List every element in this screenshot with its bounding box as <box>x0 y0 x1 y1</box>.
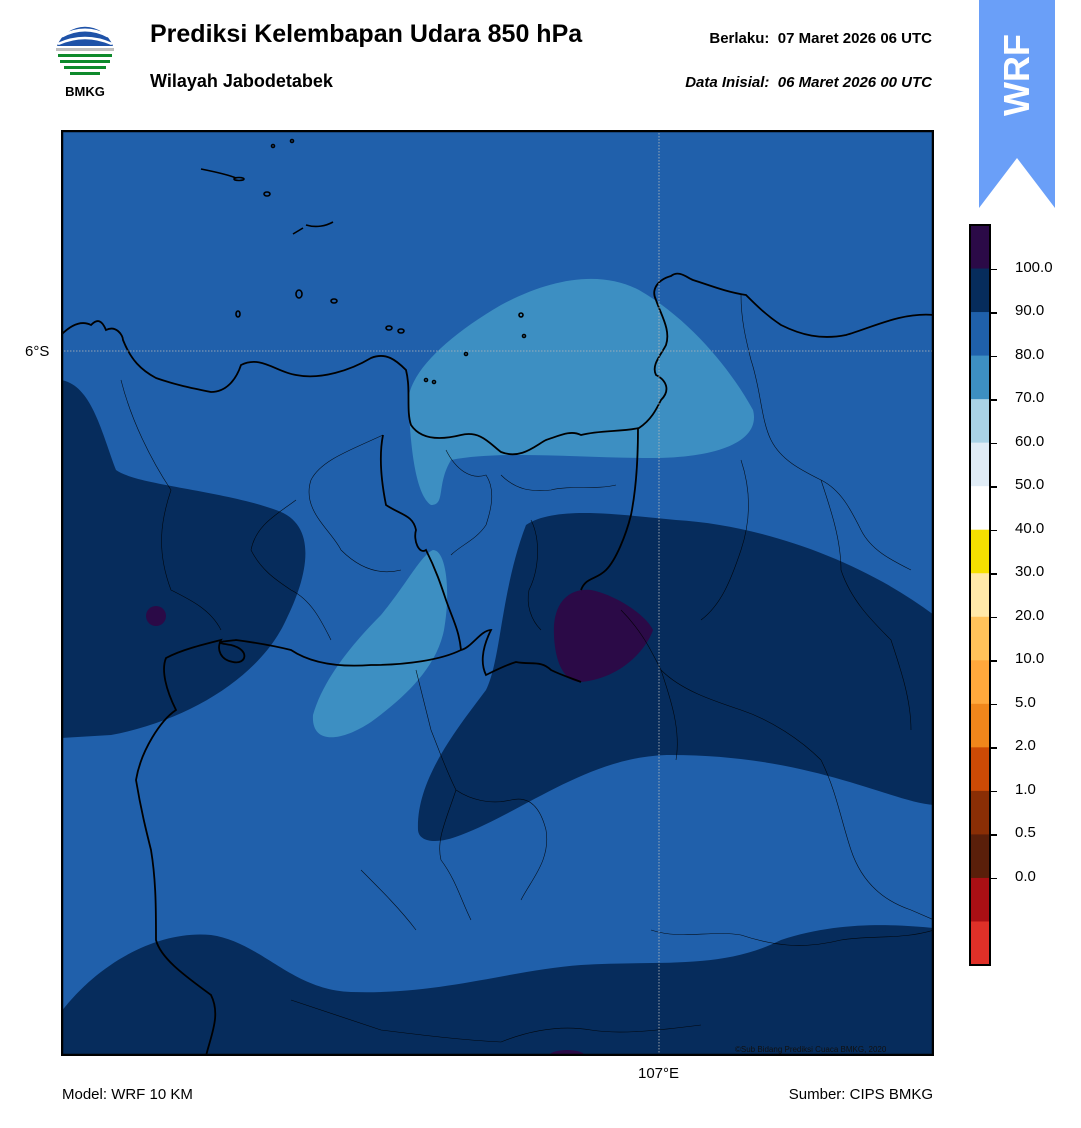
colorbar-segment <box>970 573 990 618</box>
valid-value: 07 Maret 2026 06 UTC <box>777 30 932 47</box>
contour-90-100-south <box>61 925 934 1056</box>
colorbar-tick-label: 80.0 <box>1015 345 1045 363</box>
province-border-east <box>580 427 639 591</box>
colorbar-tick-mark <box>991 355 997 358</box>
contour-90-100-west <box>61 380 306 738</box>
colorbar-tick-label: 1.0 <box>1015 780 1036 798</box>
colorbar-tick-mark <box>991 616 997 619</box>
colorbar-tick-label: 70.0 <box>1015 389 1045 407</box>
colorbar-segment <box>970 877 990 922</box>
init-label: Data Inisial: <box>685 74 770 91</box>
colorbar-segment <box>970 834 990 879</box>
coastline <box>61 272 934 456</box>
colorbar-tick-mark <box>991 399 997 401</box>
bmkg-logo: BMKG <box>52 20 118 102</box>
colorbar-tick-mark <box>991 703 997 706</box>
colorbar-tick-label: 90.0 <box>1015 302 1045 320</box>
province-border-banten <box>379 434 582 683</box>
colorbar-tick-label: 10.0 <box>1015 650 1045 668</box>
colorbar <box>969 224 991 966</box>
logo-text: BMKG <box>65 84 105 99</box>
colorbar-tick-mark <box>991 486 997 488</box>
colorbar-tick-label: 50.0 <box>1015 476 1045 494</box>
province-border-south <box>135 638 462 1056</box>
colorbar-tick-mark <box>991 312 997 314</box>
colorbar-tick-mark <box>991 877 997 880</box>
thousand-islands <box>200 138 527 385</box>
colorbar-tick-mark <box>991 529 997 532</box>
colorbar-segment <box>970 225 990 270</box>
colorbar-segment <box>970 747 990 792</box>
model-info: Model: WRF 10 KM <box>62 1086 193 1103</box>
contour-above-100-west <box>146 606 166 626</box>
colorbar-tick-label: 0.5 <box>1015 824 1036 842</box>
lon-tick-label: 107°E <box>638 1065 680 1082</box>
init-value: 06 Maret 2026 00 UTC <box>777 74 932 91</box>
colorbar-segment <box>970 660 990 705</box>
colorbar-tick-mark <box>991 834 997 836</box>
source-info: Sumber: CIPS BMKG <box>788 1086 933 1103</box>
valid-time: Berlaku: 07 Maret 2026 06 UTC <box>709 30 932 47</box>
wrf-badge-text: WRF <box>996 34 1037 116</box>
colorbar-tick-label: 0.0 <box>1015 867 1036 885</box>
contour-90-100-central <box>417 513 934 842</box>
colorbar-segment <box>970 486 990 531</box>
init-time: Data Inisial: 06 Maret 2026 00 UTC <box>685 74 932 91</box>
lat-tick-label: 6°S <box>25 343 50 360</box>
colorbar-tick-label: 20.0 <box>1015 606 1045 624</box>
colorbar-segment <box>970 312 990 357</box>
colorbar-segment <box>970 703 990 748</box>
humidity-map <box>61 130 934 1056</box>
colorbar-frame <box>969 224 991 966</box>
colorbar-tick-label: 2.0 <box>1015 737 1036 755</box>
colorbar-tick-mark <box>991 442 997 445</box>
wrf-badge-shape <box>979 0 1055 208</box>
regency-borders <box>120 294 934 1043</box>
colorbar-tick-label: 40.0 <box>1015 519 1045 537</box>
colorbar-segment <box>970 442 990 487</box>
copyright-text: ©Sub Bidang Prediksi Cuaca BMKG, 2020 <box>735 1045 887 1054</box>
contour-70-80-central <box>312 550 448 738</box>
page-subtitle: Wilayah Jabodetabek <box>150 71 333 91</box>
colorbar-segment <box>970 268 990 313</box>
colorbar-segment <box>970 616 990 661</box>
colorbar-segment <box>970 790 990 835</box>
map-frame <box>61 130 934 1056</box>
colorbar-segment <box>970 355 990 400</box>
page-title: Prediksi Kelembapan Udara 850 hPa <box>150 20 583 48</box>
contour-above-100-center <box>553 589 653 682</box>
colorbar-tick-mark <box>991 660 997 662</box>
colorbar-tick-mark <box>991 573 997 575</box>
colorbar-segment <box>970 921 990 966</box>
colorbar-tick-label: 30.0 <box>1015 563 1045 581</box>
colorbar-tick-label: 100.0 <box>1015 258 1053 276</box>
colorbar-tick-label: 60.0 <box>1015 432 1045 450</box>
valid-label: Berlaku: <box>709 30 770 47</box>
colorbar-segment <box>970 399 990 444</box>
colorbar-segment <box>970 529 990 574</box>
wrf-badge: WRF <box>979 0 1055 150</box>
colorbar-tick-label: 5.0 <box>1015 693 1036 711</box>
colorbar-tick-mark <box>991 747 997 749</box>
colorbar-tick-mark <box>991 790 997 793</box>
colorbar-tick-mark <box>991 268 997 271</box>
